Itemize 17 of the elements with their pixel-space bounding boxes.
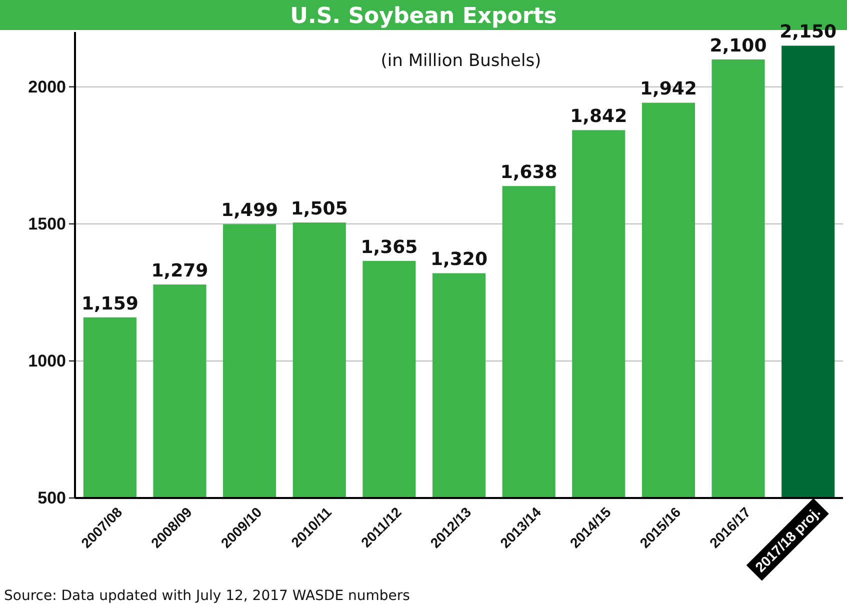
data-label: 1,942 [640, 78, 697, 100]
data-label: 1,159 [81, 293, 138, 314]
y-tick-label: 1500 [28, 214, 66, 234]
data-label: 1,505 [290, 198, 348, 220]
data-label: 2,100 [710, 35, 767, 56]
y-tick-label: 500 [38, 488, 66, 508]
y-tick-label: 2000 [28, 77, 66, 96]
source-note: Source: Data updated with July 12, 2017 WASDE numbers [4, 588, 410, 604]
data-label: 1,365 [360, 236, 418, 258]
chart-title: U.S. Soybean Exports [290, 4, 557, 29]
data-label: 1,842 [570, 106, 628, 128]
text: (in Million Bushels) [380, 51, 542, 71]
data-label: 1,320 [430, 249, 488, 270]
data-label: 1,499 [221, 200, 278, 222]
y-tick-label: 1000 [28, 351, 66, 370]
data-label: 1,638 [500, 162, 558, 184]
data-label: 1,279 [151, 260, 208, 282]
